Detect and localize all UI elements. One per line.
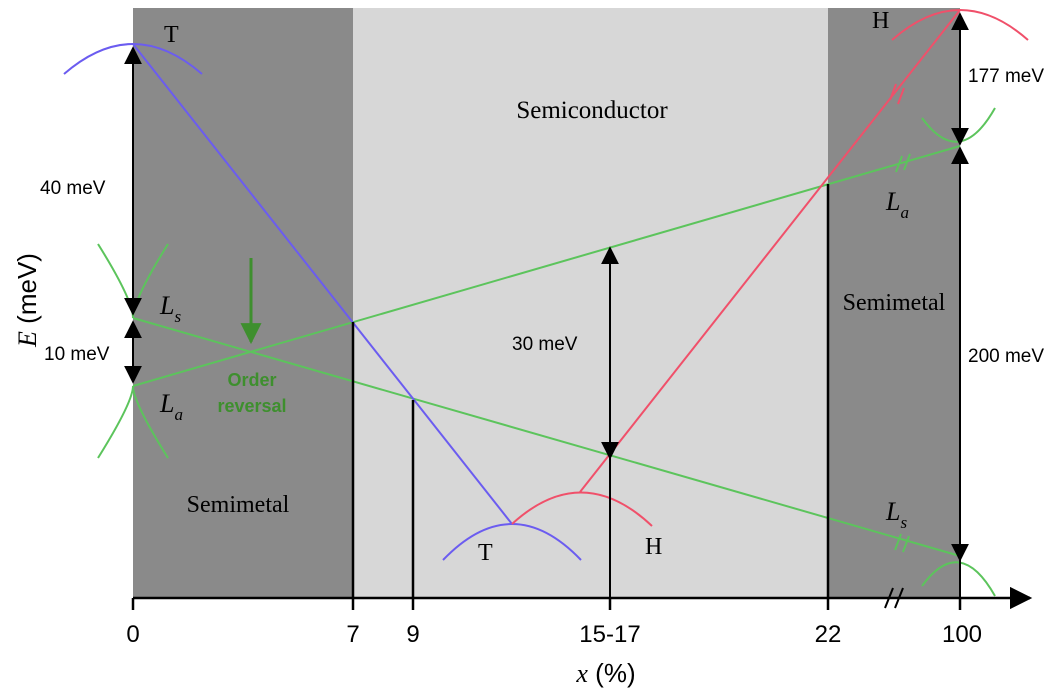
H-label-top: H bbox=[872, 8, 889, 34]
left-semimetal-region bbox=[133, 8, 353, 598]
region-label-middle: Semiconductor bbox=[516, 97, 668, 124]
x-tick-22: 22 bbox=[815, 621, 842, 648]
x-tick-0: 0 bbox=[126, 621, 139, 648]
T-band-line bbox=[132, 43, 513, 525]
x-ticks bbox=[131, 598, 962, 610]
region-label-left: Semimetal bbox=[187, 492, 290, 518]
x-tick-15-17: 15-17 bbox=[579, 621, 640, 648]
gap-label-200: 200 meV bbox=[968, 346, 1044, 367]
T-curve-left bbox=[63, 43, 203, 75]
gap-label-177: 177 meV bbox=[968, 66, 1044, 87]
gap-label-30: 30 meV bbox=[512, 334, 578, 355]
region-label-right: Semimetal bbox=[843, 290, 946, 316]
H-label-bottom: H bbox=[645, 534, 662, 560]
T-label-top: T bbox=[164, 22, 179, 48]
semiconductor-region bbox=[353, 8, 828, 598]
H-curve-right bbox=[891, 9, 1029, 41]
gap-label-10: 10 meV bbox=[44, 344, 110, 365]
Ls-curve-left-upper bbox=[97, 243, 134, 319]
order-reversal-line1: Order bbox=[227, 370, 276, 390]
Ls-label-right: Ls bbox=[885, 497, 907, 532]
La-curve-left-lower-r bbox=[132, 385, 169, 459]
La-label-right: La bbox=[885, 187, 909, 222]
break-marks-green-lower bbox=[894, 533, 910, 553]
T-label-bottom: T bbox=[478, 540, 493, 566]
gap-label-40: 40 meV bbox=[40, 178, 106, 199]
Ls-label-left: Ls bbox=[159, 291, 181, 326]
green-line-falling bbox=[132, 317, 961, 557]
x-tick-100: 100 bbox=[942, 621, 982, 648]
x-axis-break bbox=[884, 587, 904, 609]
y-axis-label: E (meV) bbox=[12, 253, 42, 348]
H-curve-bottom bbox=[511, 491, 653, 527]
order-reversal-line2: reversal bbox=[217, 396, 286, 416]
right-semimetal-region bbox=[828, 8, 960, 598]
x-tick-9: 9 bbox=[406, 621, 419, 648]
x-axis-label: x (%) bbox=[575, 658, 635, 688]
break-marks-green-upper bbox=[895, 153, 911, 173]
H-band-line bbox=[579, 9, 961, 493]
La-label-left: La bbox=[159, 389, 183, 424]
break-marks-red bbox=[889, 83, 905, 105]
x-tick-7: 7 bbox=[346, 621, 359, 648]
La-curve-left-lower bbox=[97, 385, 134, 459]
